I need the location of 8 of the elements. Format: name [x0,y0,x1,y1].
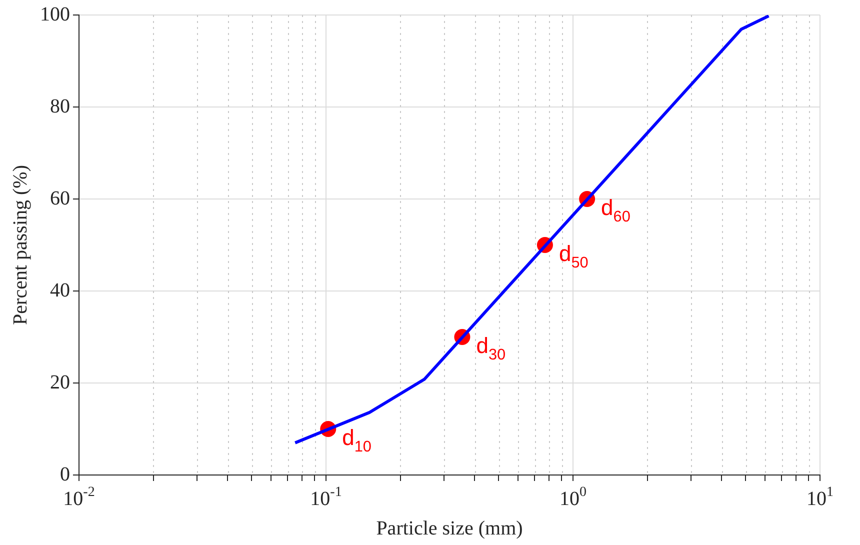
y-tick-label: 80 [50,95,70,118]
y-tick-label: 100 [40,3,70,26]
y-tick-label: 0 [60,463,70,486]
y-tick-label: 20 [50,371,70,394]
y-axis-title: Percent passing (%) [9,165,32,325]
y-tick-label: 60 [50,187,70,210]
y-tick-label: 40 [50,279,70,302]
x-axis-title: Particle size (mm) [376,517,523,540]
